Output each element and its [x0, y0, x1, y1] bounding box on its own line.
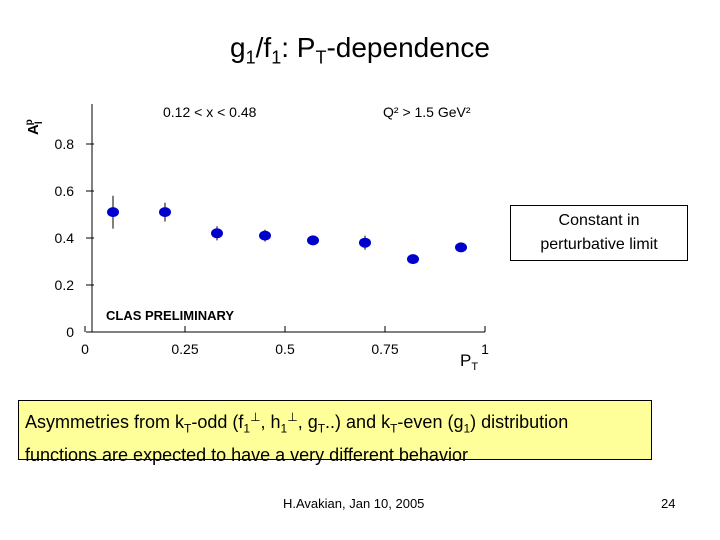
note-subscript: T [390, 421, 398, 436]
svg-text:Alp: Alp [24, 119, 45, 135]
x-range-label: 0.12 < x < 0.48 [163, 104, 257, 120]
asymmetry-note: Asymmetries from kT-odd (f1⊥, h1⊥, gT..)… [18, 400, 652, 465]
asymmetry-chart: 0 0.2 0.4 0.6 0.8 0 0.25 0.5 0.75 1 0.12 < x < 0… [24, 104, 489, 373]
y-tick-label: 0.4 [55, 230, 75, 246]
y-ticks: 0 0.2 0.4 0.6 0.8 [55, 136, 94, 340]
footer-author: H.Avakian, Jan 10, 2005 [283, 496, 425, 511]
note-text: , h [260, 412, 281, 432]
perturbative-callout: Constant in perturbative limit [510, 205, 688, 261]
note-text: -even (g [397, 412, 464, 432]
y-tick-label: 0.2 [55, 277, 75, 293]
y-tick-label: 0.8 [55, 136, 75, 152]
note-line-1: Asymmetries from kT-odd (f1⊥, h1⊥, gT..)… [25, 404, 645, 442]
data-point [307, 235, 319, 246]
page-number: 24 [661, 496, 676, 511]
y-label-sub: l [34, 121, 45, 124]
y-axis-label: Alp [24, 119, 45, 135]
data-points [107, 195, 467, 265]
note-text: ) distribution [470, 412, 569, 432]
note-text: Asymmetries from k [25, 412, 185, 432]
q2-label: Q² > 1.5 GeV² [383, 104, 471, 120]
data-point [107, 207, 119, 218]
note-superscript: ⊥ [250, 410, 261, 424]
data-point [259, 230, 271, 241]
note-line-2: functions are expected to have a very di… [25, 444, 468, 465]
title-part: -dependence [326, 32, 490, 63]
note-text: -odd (f [191, 412, 244, 432]
slide-title: g1/f1: PT-dependence [0, 28, 720, 78]
note-subscript: 1 [243, 421, 251, 436]
x-tick-label: 1 [481, 341, 489, 357]
data-point [455, 242, 467, 253]
note-text: ..) and k [325, 412, 391, 432]
x-axis-label: PT [460, 351, 478, 373]
note-subscript: 1 [463, 421, 471, 436]
watermark-label: CLAS PRELIMINARY [106, 308, 234, 323]
title-part: g [230, 32, 246, 63]
note-subscript: T [317, 421, 326, 436]
x-label-sub: T [471, 361, 478, 373]
data-point [359, 237, 371, 248]
data-point [159, 207, 171, 218]
title-subscript: T [315, 47, 327, 68]
note-text: , g [297, 412, 318, 432]
title-subscript: 1 [271, 47, 282, 68]
x-tick-label: 0.75 [371, 341, 398, 357]
title-part: /f [255, 32, 272, 63]
note-superscript: ⊥ [287, 410, 298, 424]
title-part: : P [281, 32, 316, 63]
y-tick-label: 0 [66, 324, 74, 340]
x-tick-label: 0.5 [275, 341, 295, 357]
callout-line: Constant in [558, 212, 640, 229]
title-subscript: 1 [245, 47, 256, 68]
y-label-main: A [25, 124, 42, 135]
y-label-sup: p [24, 119, 35, 125]
chart-axes [91, 104, 485, 333]
x-tick-label: 0.25 [171, 341, 198, 357]
note-subscript: 1 [280, 421, 288, 436]
x-label-main: P [460, 351, 471, 370]
note-subscript: T [184, 421, 192, 436]
x-ticks: 0 0.25 0.5 0.75 1 [81, 326, 489, 357]
y-tick-label: 0.6 [55, 183, 75, 199]
data-point [407, 254, 419, 265]
data-point [211, 228, 223, 239]
x-tick-label: 0 [81, 341, 89, 357]
callout-line: perturbative limit [540, 236, 658, 253]
